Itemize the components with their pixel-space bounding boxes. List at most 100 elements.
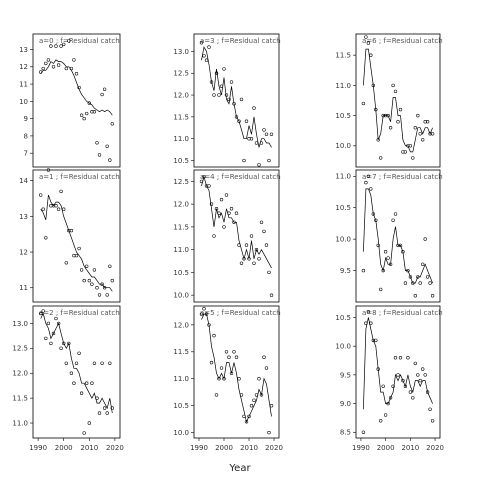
data-point	[369, 53, 373, 57]
panel-frame	[355, 305, 441, 439]
data-point	[224, 193, 229, 197]
data-point	[232, 350, 236, 354]
data-point	[361, 430, 366, 434]
data-point	[79, 391, 84, 395]
data-point	[379, 287, 383, 292]
data-point	[254, 393, 259, 397]
data-point	[199, 41, 204, 45]
y-tick-label: 7	[24, 150, 28, 158]
y-tick-label: 10.0	[335, 236, 351, 244]
data-point	[371, 212, 375, 216]
y-tick-label: 11.0	[173, 246, 189, 254]
data-point	[72, 381, 76, 385]
data-point	[79, 113, 84, 117]
data-point	[227, 355, 231, 359]
data-point	[229, 80, 234, 84]
data-point	[247, 137, 251, 141]
x-tick-label: 1990	[352, 444, 370, 452]
data-point	[403, 150, 408, 154]
data-point	[95, 396, 99, 400]
data-point	[379, 156, 383, 160]
x-tick-label: 2000	[377, 444, 395, 452]
data-point	[222, 225, 226, 229]
x-tick-label: 1990	[29, 444, 47, 452]
panel-frame	[32, 305, 121, 439]
panel-1: a=1 ; f=Residual catch 11 12 13 14	[19, 168, 121, 303]
x-tick-label: 2010	[401, 444, 419, 452]
panel-label: a=8 ; f=Residual catch	[362, 309, 443, 317]
data-point	[227, 97, 231, 102]
data-point	[90, 381, 94, 385]
y-tick-label: 10.5	[173, 402, 189, 410]
data-point	[374, 107, 378, 112]
data-point	[411, 281, 415, 285]
data-point	[56, 63, 61, 67]
data-point	[217, 93, 221, 97]
data-point	[430, 132, 435, 136]
y-tick-label: 12.5	[173, 178, 189, 186]
data-point	[401, 378, 405, 383]
x-axis-title: Year	[228, 463, 251, 474]
y-tick-label: 10.5	[173, 269, 189, 277]
data-point	[374, 338, 378, 343]
data-point	[39, 311, 43, 316]
data-point	[398, 243, 403, 248]
data-point	[100, 92, 104, 97]
y-tick-label: 11.0	[173, 135, 189, 143]
y-tick-label: 11.5	[173, 113, 189, 121]
data-point	[59, 189, 63, 194]
data-point	[85, 264, 89, 268]
data-point	[237, 119, 241, 123]
panel-3: a=3 ; f=Residual catch 10.5 11.0 11.5 12.0 12…	[173, 33, 281, 168]
data-point	[244, 119, 249, 123]
data-point	[388, 126, 393, 130]
data-point	[257, 163, 261, 167]
trend-line	[201, 313, 272, 423]
data-point	[234, 355, 239, 359]
data-point	[207, 45, 211, 49]
data-point	[82, 278, 86, 283]
data-point	[59, 44, 63, 48]
data-point	[259, 141, 264, 145]
x-tick-label: 2020	[265, 444, 283, 452]
data-point	[366, 310, 371, 314]
data-point	[97, 411, 102, 415]
data-point	[421, 367, 425, 371]
data-point	[56, 207, 61, 211]
y-tick-label: 13.0	[173, 48, 189, 56]
data-point	[383, 250, 388, 254]
data-point	[82, 116, 86, 121]
data-point	[252, 398, 256, 402]
data-point	[366, 174, 371, 178]
data-point	[408, 275, 413, 279]
y-tick-label: 10.0	[173, 292, 189, 300]
data-point	[41, 207, 45, 211]
data-point	[209, 202, 214, 206]
y-tick-label: 10	[19, 98, 28, 106]
x-tick-label: 2010	[80, 444, 98, 452]
data-point	[97, 293, 102, 297]
data-point	[239, 97, 244, 102]
data-point	[74, 72, 79, 76]
y-tick-label: 11.0	[12, 419, 28, 427]
y-tick-label: 10.0	[173, 429, 189, 437]
data-point	[90, 282, 94, 286]
data-point	[105, 144, 109, 148]
data-point	[249, 234, 254, 238]
data-point	[262, 229, 266, 234]
data-point	[361, 101, 366, 106]
data-point	[108, 361, 112, 365]
data-point	[92, 361, 97, 365]
data-point	[242, 414, 246, 419]
data-point	[202, 307, 206, 311]
y-tick-label: 13	[19, 46, 28, 54]
y-tick-label: 9.5	[340, 267, 351, 275]
data-point	[262, 355, 266, 359]
data-point	[242, 158, 246, 163]
panel-frame	[355, 33, 441, 168]
data-point	[428, 281, 432, 285]
panel-frame	[193, 33, 280, 168]
panel-7: a=7 ; f=Residual catch 9.5 10.0 10.5 11.0	[335, 169, 443, 303]
